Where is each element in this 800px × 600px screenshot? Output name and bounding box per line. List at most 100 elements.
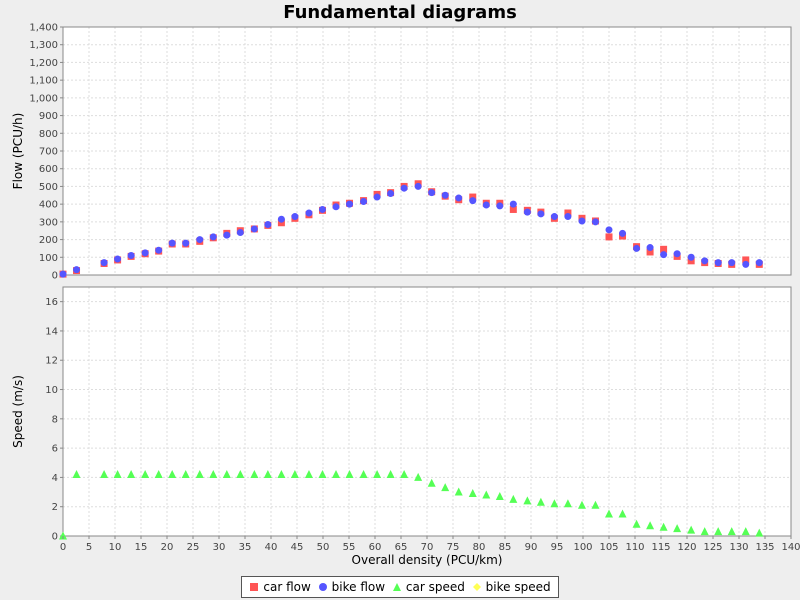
chart-title: Fundamental diagrams: [283, 2, 517, 23]
y-tick-label: 0: [52, 271, 58, 282]
point-car-speed: [304, 469, 313, 478]
point-bike-flow: [346, 200, 354, 208]
point-bike-flow: [646, 244, 654, 252]
point-bike-flow: [755, 259, 763, 267]
point-bike-flow: [660, 251, 668, 259]
point-car-speed: [441, 483, 450, 492]
point-car-speed: [673, 524, 682, 533]
point-car-speed: [345, 469, 354, 478]
point-car-speed: [154, 469, 163, 478]
point-car-flow: [277, 219, 285, 227]
point-car-speed: [127, 469, 136, 478]
point-bike-flow: [155, 246, 163, 254]
diamond-marker-icon: [472, 583, 481, 591]
point-car-speed: [263, 469, 272, 478]
point-car-speed: [181, 469, 190, 478]
point-bike-flow: [373, 193, 381, 201]
point-car-speed: [318, 469, 327, 478]
y-tick-label: 900: [39, 111, 58, 122]
point-bike-flow: [318, 205, 326, 213]
y-tick-label: 200: [39, 235, 58, 246]
point-bike-flow: [578, 217, 586, 225]
point-bike-flow: [414, 182, 422, 190]
y-tick-label: 1,100: [29, 76, 58, 87]
legend-label-car-flow: car flow: [263, 580, 311, 594]
point-car-speed: [577, 500, 586, 509]
x-tick-label: 130: [729, 542, 748, 553]
point-car-speed: [427, 478, 436, 487]
point-car-speed: [195, 469, 204, 478]
point-car-speed: [550, 499, 559, 508]
point-bike-flow: [196, 236, 204, 244]
point-car-flow: [660, 245, 668, 253]
point-car-speed: [741, 527, 750, 536]
y-tick-label: 2: [52, 502, 58, 513]
x-tick-label: 70: [421, 542, 434, 553]
x-tick-label: 105: [599, 542, 618, 553]
point-bike-flow: [523, 208, 531, 216]
point-bike-flow: [182, 239, 190, 247]
y-tick-label: 700: [39, 147, 58, 158]
point-bike-flow: [73, 266, 81, 274]
point-car-speed: [373, 469, 382, 478]
point-bike-flow: [728, 259, 736, 267]
x-tick-label: 10: [109, 542, 122, 553]
y-tick-label: 400: [39, 200, 58, 211]
x-tick-label: 90: [525, 542, 538, 553]
square-marker-icon: [250, 583, 259, 591]
x-tick-label: 100: [573, 542, 592, 553]
point-car-speed: [687, 525, 696, 534]
point-car-speed: [495, 491, 504, 500]
point-car-speed: [509, 494, 518, 503]
point-bike-flow: [591, 218, 599, 226]
legend-item-car-flow: car flow: [249, 580, 311, 594]
point-bike-flow: [168, 239, 176, 247]
x-tick-label: 80: [473, 542, 486, 553]
point-bike-flow: [550, 213, 558, 221]
circle-marker-icon: [318, 583, 327, 591]
legend-item-car-speed: car speed: [392, 580, 465, 594]
triangle-marker-icon: [392, 583, 401, 591]
point-bike-flow: [100, 259, 108, 267]
point-bike-flow: [673, 250, 681, 258]
point-car-speed: [222, 469, 231, 478]
point-car-flow: [742, 256, 750, 264]
point-bike-flow: [305, 209, 313, 217]
point-car-speed: [659, 522, 668, 531]
x-axis-label: Overall density (PCU/km): [352, 553, 503, 567]
point-car-speed: [468, 489, 477, 498]
x-tick-label: 40: [265, 542, 278, 553]
point-car-speed: [290, 469, 299, 478]
x-tick-label: 65: [395, 542, 408, 553]
legend: car flow bike flow car speed bike speed: [241, 576, 559, 598]
point-bike-flow: [277, 215, 285, 223]
legend-label-car-speed: car speed: [405, 580, 465, 594]
point-bike-flow: [141, 249, 149, 257]
point-car-flow: [605, 233, 613, 241]
point-car-flow: [646, 248, 654, 256]
point-bike-flow: [633, 244, 641, 252]
y-tick-label: 8: [52, 414, 58, 425]
point-bike-flow: [441, 191, 449, 199]
point-car-speed: [727, 527, 736, 536]
point-car-speed: [454, 487, 463, 496]
x-tick-label: 55: [343, 542, 356, 553]
y-tick-label: 0: [52, 532, 58, 543]
y-tick-label: 1,300: [29, 40, 58, 51]
x-tick-label: 30: [213, 542, 226, 553]
y-tick-label: 1,400: [29, 23, 58, 34]
point-bike-flow: [537, 210, 545, 218]
x-tick-label: 60: [369, 542, 382, 553]
point-car-speed: [277, 469, 286, 478]
point-bike-flow: [114, 255, 122, 263]
y-tick-label: 600: [39, 164, 58, 175]
point-car-speed: [359, 469, 368, 478]
point-car-speed: [482, 490, 491, 499]
x-tick-label: 0: [60, 542, 66, 553]
y-axis-label-1: Flow (PCU/h): [11, 113, 25, 190]
point-bike-flow: [250, 225, 258, 233]
x-tick-label: 115: [651, 542, 670, 553]
point-bike-flow: [209, 233, 217, 241]
point-car-speed: [141, 469, 150, 478]
